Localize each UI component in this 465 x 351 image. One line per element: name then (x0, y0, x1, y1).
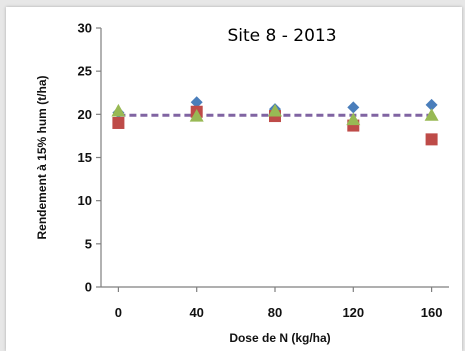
scatter-chart: 0 5 10 15 20 25 30 0 40 80 120 160 Site 8 - 2013 D… (35, 21, 449, 345)
y-tick-label: 5 (85, 236, 92, 251)
y-tick-label: 0 (85, 280, 92, 295)
series-2-point (425, 133, 438, 146)
x-tick-label: 160 (421, 305, 443, 320)
y-tick-label: 30 (78, 21, 92, 36)
x-tick-label: 0 (115, 305, 122, 320)
data-points (111, 96, 439, 146)
series-2-point (112, 116, 125, 129)
series-3-point (268, 103, 282, 117)
series-1-point (425, 98, 438, 111)
series-1-point (347, 101, 360, 114)
x-tick-label: 80 (268, 305, 282, 320)
series-3-point (189, 109, 204, 122)
chart-title: Site 8 - 2013 (227, 26, 336, 46)
series-3-point (424, 108, 439, 121)
y-tick-label: 25 (78, 64, 92, 79)
series-1-point (190, 96, 203, 109)
chart-panel: 0 5 10 15 20 25 30 0 40 80 120 160 Site 8 - 2013 D… (6, 7, 462, 351)
y-tick-label: 10 (78, 193, 92, 208)
series-3-point (111, 103, 126, 117)
x-tick-label: 40 (189, 305, 203, 320)
y-tick-label: 15 (78, 150, 92, 165)
y-axis-title: Rendement à 15% hum (t/ha) (35, 75, 49, 239)
x-axis-ticks: 0 40 80 120 160 (115, 287, 443, 320)
y-axis-ticks: 0 5 10 15 20 25 30 (78, 21, 101, 295)
x-axis-title: Dose de N (kg/ha) (229, 331, 330, 345)
x-tick-label: 120 (342, 305, 364, 320)
y-tick-label: 20 (78, 107, 92, 122)
series-3-point (346, 112, 361, 126)
